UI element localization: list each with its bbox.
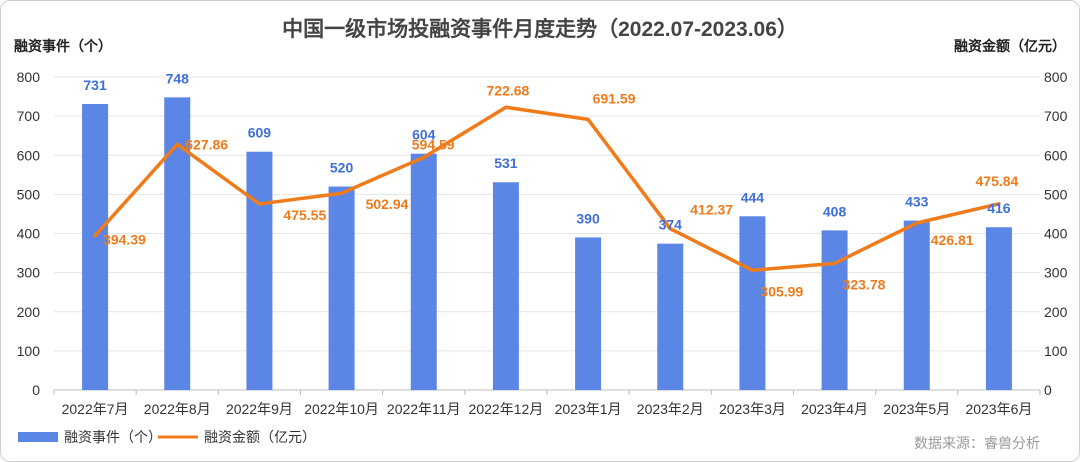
left-axis: 0 100 200 300 400 500 600 700 800 <box>17 69 41 398</box>
bar-data-label: 444 <box>741 189 765 205</box>
bar <box>657 243 684 390</box>
left-tick-label: 200 <box>17 304 41 320</box>
line-data-label: 594.59 <box>412 136 455 152</box>
bar-data-label: 390 <box>576 210 600 226</box>
x-tick-label: 2023年2月 <box>637 401 704 417</box>
bar-data-label: 609 <box>248 125 272 141</box>
bar-data-label: 531 <box>494 155 518 171</box>
left-tick-label: 500 <box>17 186 41 202</box>
line-data-label: 475.84 <box>976 173 1019 189</box>
left-axis-title: 融资事件（个） <box>14 38 112 54</box>
left-tick-label: 0 <box>32 382 40 398</box>
right-tick-label: 800 <box>1044 69 1068 85</box>
bar-data-label: 731 <box>83 77 107 93</box>
right-tick-label: 700 <box>1044 108 1068 124</box>
x-tick-label: 2022年7月 <box>62 401 129 417</box>
x-tick-label: 2023年3月 <box>719 401 786 417</box>
line-data-label: 394.39 <box>103 232 146 248</box>
x-tick-label: 2022年8月 <box>144 401 211 417</box>
x-tick-label: 2022年11月 <box>387 401 461 417</box>
right-tick-label: 600 <box>1044 147 1068 163</box>
line-series <box>93 105 1001 273</box>
left-tick-label: 300 <box>17 265 41 281</box>
right-tick-label: 400 <box>1044 226 1068 242</box>
right-tick-label: 300 <box>1044 265 1068 281</box>
bar-data-label: 374 <box>659 217 683 233</box>
line-data-label: 502.94 <box>366 196 409 212</box>
right-tick-label: 0 <box>1044 382 1052 398</box>
data-source: 数据来源：睿兽分析 <box>914 435 1040 451</box>
x-tick-label: 2022年12月 <box>469 401 544 417</box>
x-tick-label: 2022年9月 <box>226 401 293 417</box>
bar-data-label: 748 <box>166 70 190 86</box>
bar <box>575 237 602 390</box>
left-tick-label: 800 <box>17 69 41 85</box>
line-data-label: 475.55 <box>283 207 326 223</box>
bar-data-label: 416 <box>987 200 1011 216</box>
right-axis-title: 融资金额（亿元） <box>954 38 1066 54</box>
x-tick-label: 2022年10月 <box>304 401 379 417</box>
line-data-label: 426.81 <box>931 232 974 248</box>
line-path <box>93 105 1001 273</box>
line-data-label: 691.59 <box>593 90 636 106</box>
right-tick-label: 200 <box>1044 304 1068 320</box>
x-axis: 2022年7月 2022年8月 2022年9月 2022年10月 2022年11月 202… <box>53 390 1041 417</box>
x-tick-label: 2023年1月 <box>555 401 622 417</box>
bar <box>246 151 273 390</box>
right-tick-label: 500 <box>1044 186 1068 202</box>
left-tick-label: 100 <box>17 343 41 359</box>
left-tick-label: 700 <box>17 108 41 124</box>
bar-data-label: 604 <box>412 127 436 143</box>
right-tick-label: 100 <box>1044 343 1068 359</box>
bar <box>903 220 930 390</box>
line-data-labels: 394.39 627.86 475.55 502.94 594.59 722.68 691.… <box>103 82 1018 299</box>
legend-swatch-bar <box>18 432 58 442</box>
legend: 融资事件（个） 融资金额（亿元） <box>18 429 316 445</box>
bar-data-label: 408 <box>823 203 847 219</box>
line-data-label: 627.86 <box>185 136 228 152</box>
right-axis: 0 100 200 300 400 500 600 700 800 <box>1044 69 1068 398</box>
bar-data-labels: 731 748 609 520 604 531 390 374 444 408 433 416 <box>83 70 1010 232</box>
line-data-label: 412.37 <box>690 202 733 218</box>
x-tick-label: 2023年6月 <box>965 401 1032 417</box>
bar <box>492 182 519 390</box>
x-tick-label: 2023年5月 <box>883 401 950 417</box>
line-data-label: 323.78 <box>843 276 886 292</box>
bar-data-label: 520 <box>330 160 354 176</box>
bar <box>821 230 848 390</box>
bar <box>739 216 766 390</box>
legend-label-bar: 融资事件（个） <box>64 429 162 445</box>
bar <box>328 186 355 390</box>
bar <box>410 153 437 390</box>
bar-data-label: 433 <box>905 194 929 210</box>
bar <box>985 227 1012 390</box>
line-data-label: 722.68 <box>487 82 530 98</box>
bar <box>82 103 109 390</box>
legend-label-line: 融资金额（亿元） <box>204 429 316 445</box>
chart-title: 中国一级市场投融资事件月度走势（2022.07-2023.06） <box>282 17 798 41</box>
line-data-label: 305.99 <box>760 283 803 299</box>
left-tick-label: 400 <box>17 226 41 242</box>
left-tick-label: 600 <box>17 147 41 163</box>
x-tick-label: 2023年4月 <box>801 401 868 417</box>
